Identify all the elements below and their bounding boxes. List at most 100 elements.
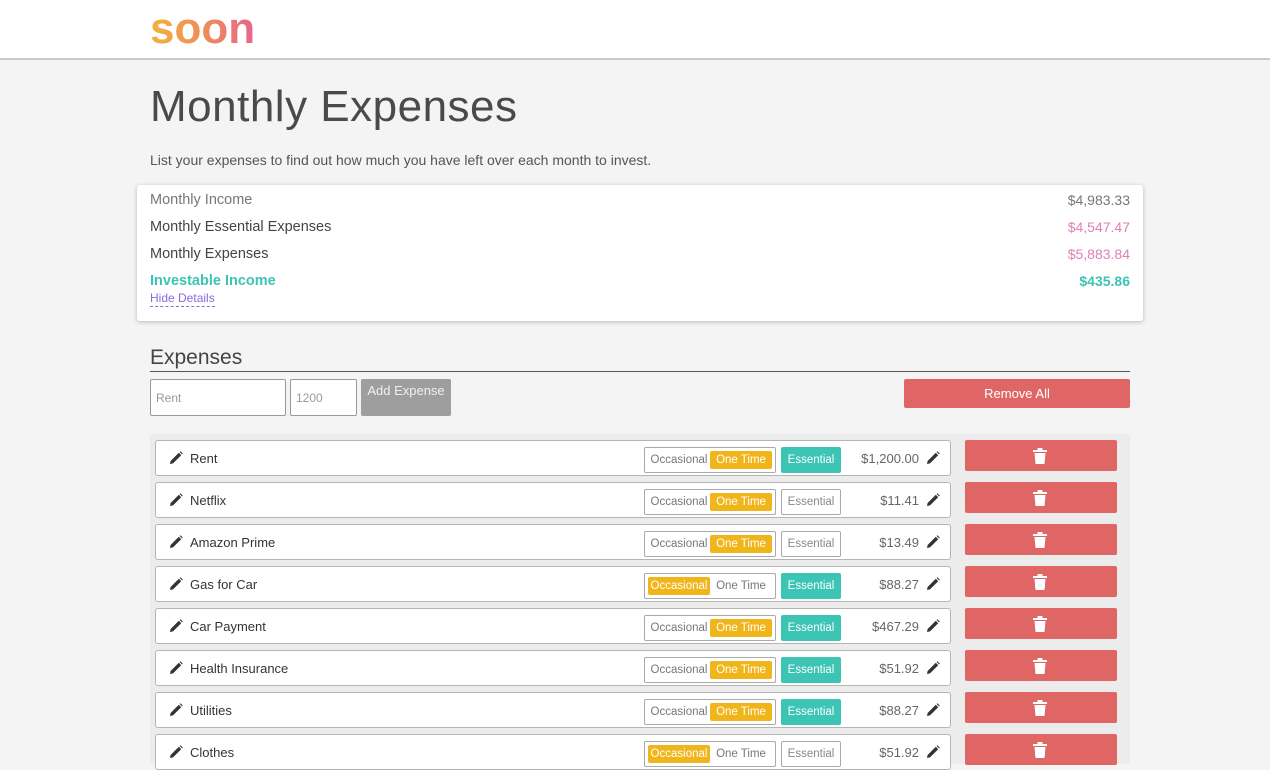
edit-name-pencil-icon[interactable]: [169, 661, 183, 675]
occasional-option[interactable]: Occasional: [650, 496, 708, 508]
edit-amount-pencil-icon[interactable]: [926, 619, 940, 633]
edit-name-pencil-icon[interactable]: [169, 451, 183, 465]
frequency-toggle: Occasional One Time: [644, 615, 776, 641]
edit-name-pencil-icon[interactable]: [169, 619, 183, 633]
delete-expense-button[interactable]: [965, 734, 1117, 765]
occasional-option[interactable]: Occasional: [650, 622, 708, 634]
essential-toggle[interactable]: Essential: [781, 573, 841, 599]
delete-expense-button[interactable]: [965, 692, 1117, 723]
edit-amount-pencil-icon[interactable]: [926, 577, 940, 591]
page-title: Monthly Expenses: [150, 82, 518, 131]
one-time-option[interactable]: One Time: [710, 535, 772, 553]
delete-expense-button[interactable]: [965, 440, 1117, 471]
edit-amount-pencil-icon[interactable]: [926, 661, 940, 675]
trash-icon: [1033, 574, 1047, 590]
occasional-option[interactable]: Occasional: [650, 664, 708, 676]
expense-name: Amazon Prime: [190, 535, 276, 550]
expenses-value: $5,883.84: [1067, 246, 1130, 262]
edit-amount-pencil-icon[interactable]: [926, 493, 940, 507]
expense-amount: $51.92: [879, 745, 919, 760]
essential-toggle[interactable]: Essential: [781, 447, 841, 473]
top-bar: soon: [0, 0, 1270, 60]
trash-icon: [1033, 490, 1047, 506]
expense-row: Health Insurance Occasional One Time Essent…: [155, 650, 951, 686]
expense-row: Gas for Car Occasional One Time Essential $8…: [155, 566, 951, 602]
remove-all-button[interactable]: Remove All: [904, 379, 1130, 408]
investable-value: $435.86: [1079, 273, 1130, 289]
expense-name: Car Payment: [190, 619, 266, 634]
frequency-toggle: Occasional One Time: [644, 699, 776, 725]
edit-amount-pencil-icon[interactable]: [926, 745, 940, 759]
expense-name-input[interactable]: [150, 379, 286, 416]
soon-logo[interactable]: soon: [150, 8, 270, 48]
expense-row: Rent Occasional One Time Essential $1,200.00: [155, 440, 951, 476]
delete-expense-button[interactable]: [965, 482, 1117, 513]
edit-name-pencil-icon[interactable]: [169, 703, 183, 717]
income-value: $4,983.33: [1067, 192, 1130, 208]
expense-row: Clothes Occasional One Time Essential $51.92: [155, 734, 951, 770]
trash-icon: [1033, 742, 1047, 758]
frequency-toggle: Occasional One Time: [644, 573, 776, 599]
expense-name: Rent: [190, 451, 218, 466]
essential-toggle[interactable]: Essential: [781, 615, 841, 641]
expenses-row: Monthly Expenses $5,883.84: [150, 246, 1130, 266]
essential-label: Monthly Essential Expenses: [150, 219, 332, 235]
one-time-option[interactable]: One Time: [710, 661, 772, 679]
expense-amount: $51.92: [879, 661, 919, 676]
trash-icon: [1033, 616, 1047, 632]
edit-name-pencil-icon[interactable]: [169, 493, 183, 507]
expense-amount-input[interactable]: [290, 379, 357, 416]
income-row: Monthly Income $4,983.33: [150, 192, 1130, 212]
expenses-label: Monthly Expenses: [150, 246, 269, 262]
essential-toggle[interactable]: Essential: [781, 699, 841, 725]
edit-name-pencil-icon[interactable]: [169, 535, 183, 549]
occasional-option[interactable]: Occasional: [650, 706, 708, 718]
expense-name: Gas for Car: [190, 577, 258, 592]
edit-amount-pencil-icon[interactable]: [926, 535, 940, 549]
occasional-option[interactable]: Occasional: [650, 538, 708, 550]
edit-amount-pencil-icon[interactable]: [926, 451, 940, 465]
delete-expense-button[interactable]: [965, 524, 1117, 555]
frequency-toggle: Occasional One Time: [644, 489, 776, 515]
essential-toggle[interactable]: Essential: [781, 531, 841, 557]
edit-name-pencil-icon[interactable]: [169, 577, 183, 591]
delete-expense-button[interactable]: [965, 566, 1117, 597]
occasional-option[interactable]: Occasional: [648, 745, 710, 763]
essential-toggle[interactable]: Essential: [781, 741, 841, 767]
expense-name: Netflix: [190, 493, 227, 508]
expense-name: Utilities: [190, 703, 232, 718]
one-time-option[interactable]: One Time: [710, 451, 772, 469]
one-time-option[interactable]: One Time: [710, 619, 772, 637]
one-time-option[interactable]: One Time: [716, 748, 766, 760]
add-expense-button[interactable]: Add Expense: [361, 379, 451, 416]
essential-toggle[interactable]: Essential: [781, 657, 841, 683]
one-time-option[interactable]: One Time: [716, 580, 766, 592]
expense-row: Amazon Prime Occasional One Time Essential $…: [155, 524, 951, 560]
page-subtitle: List your expenses to find out how much …: [150, 152, 652, 168]
delete-expense-button[interactable]: [965, 650, 1117, 681]
expense-row: Car Payment Occasional One Time Essential $4…: [155, 608, 951, 644]
hide-details-link[interactable]: Hide Details: [150, 291, 215, 307]
edit-amount-pencil-icon[interactable]: [926, 703, 940, 717]
income-label: Monthly Income: [150, 192, 253, 208]
edit-name-pencil-icon[interactable]: [169, 745, 183, 759]
expense-amount: $1,200.00: [861, 451, 919, 466]
one-time-option[interactable]: One Time: [710, 493, 772, 511]
essential-row: Monthly Essential Expenses $4,547.47: [150, 219, 1130, 239]
essential-toggle[interactable]: Essential: [781, 489, 841, 515]
essential-value: $4,547.47: [1067, 219, 1130, 235]
frequency-toggle: Occasional One Time: [644, 741, 776, 767]
occasional-option[interactable]: Occasional: [650, 454, 708, 466]
expenses-divider: [150, 371, 1130, 372]
occasional-option[interactable]: Occasional: [648, 577, 710, 595]
trash-icon: [1033, 658, 1047, 674]
investable-label: Investable Income: [150, 273, 276, 289]
summary-card: Monthly Income $4,983.33 Monthly Essenti…: [137, 185, 1143, 321]
delete-expense-button[interactable]: [965, 608, 1117, 639]
expenses-heading: Expenses: [150, 346, 243, 369]
expense-amount: $467.29: [872, 619, 919, 634]
expense-amount: $88.27: [879, 577, 919, 592]
svg-text:soon: soon: [150, 8, 255, 48]
one-time-option[interactable]: One Time: [710, 703, 772, 721]
expense-row: Utilities Occasional One Time Essential $88.…: [155, 692, 951, 728]
